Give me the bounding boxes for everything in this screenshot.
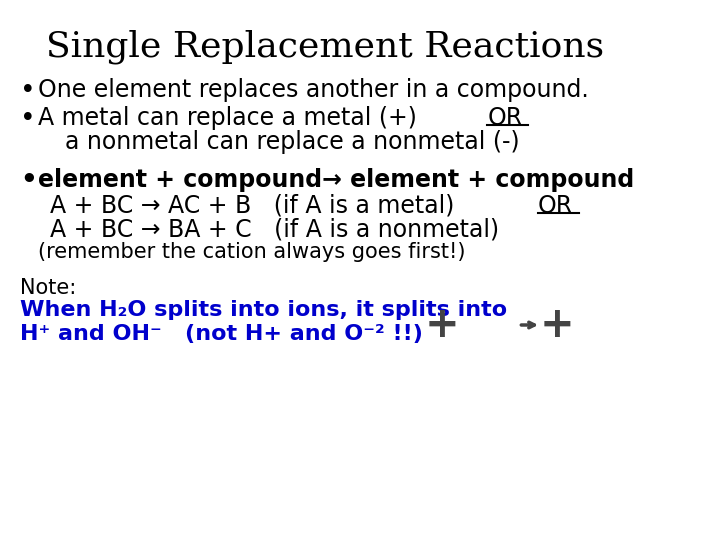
Text: H⁺ and OH⁻   (not H+ and O⁻² !!): H⁺ and OH⁻ (not H+ and O⁻² !!) — [20, 324, 423, 344]
Text: A metal can replace a metal (+) OR: A metal can replace a metal (+) OR — [38, 106, 459, 130]
Text: +: + — [425, 304, 459, 346]
Text: •: • — [20, 168, 37, 194]
Text: A + BC → AC + B   (if A is a metal)  OR: A + BC → AC + B (if A is a metal) OR — [50, 194, 504, 218]
Text: •: • — [20, 106, 35, 132]
Text: A + BC → BA + C   (if A is a nonmetal): A + BC → BA + C (if A is a nonmetal) — [50, 218, 499, 242]
Text: +: + — [540, 304, 575, 346]
Text: A metal can replace a metal (+) OR: A metal can replace a metal (+) OR — [38, 106, 459, 130]
Text: a nonmetal can replace a nonmetal (-): a nonmetal can replace a nonmetal (-) — [50, 130, 519, 154]
Text: OR: OR — [487, 106, 523, 130]
Text: A metal can replace a metal (+): A metal can replace a metal (+) — [38, 106, 424, 130]
Text: Note:: Note: — [20, 278, 76, 298]
Text: A metal can replace a metal (+): A metal can replace a metal (+) — [38, 106, 424, 130]
Text: (remember the cation always goes first!): (remember the cation always goes first!) — [38, 242, 465, 262]
Text: A + BC → AC + B   (if A is a metal): A + BC → AC + B (if A is a metal) — [50, 194, 469, 218]
Text: When H₂O splits into ions, it splits into: When H₂O splits into ions, it splits int… — [20, 300, 507, 320]
Text: A + BC → AC + B   (if A is a metal): A + BC → AC + B (if A is a metal) — [50, 194, 469, 218]
Text: element + compound→ element + compound: element + compound→ element + compound — [38, 168, 634, 192]
Text: Single Replacement Reactions: Single Replacement Reactions — [45, 30, 603, 64]
Text: OR: OR — [538, 194, 573, 218]
Text: •: • — [20, 78, 35, 104]
Text: One element replaces another in a compound.: One element replaces another in a compou… — [38, 78, 589, 102]
